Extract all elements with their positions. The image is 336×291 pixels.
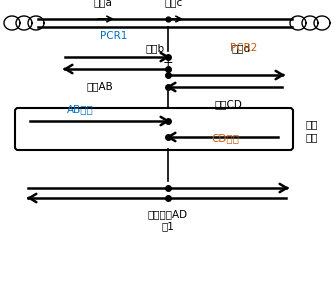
Text: 图1: 图1 — [162, 221, 174, 231]
FancyBboxPatch shape — [15, 108, 293, 150]
Text: CD下链: CD下链 — [211, 133, 239, 143]
Text: 重叠: 重叠 — [305, 119, 318, 129]
Text: PCR2: PCR2 — [230, 43, 257, 53]
Text: 延伸: 延伸 — [305, 132, 318, 142]
Text: 引物c: 引物c — [165, 0, 183, 7]
Text: 产物AB: 产物AB — [87, 81, 113, 91]
Text: 突变产物AD: 突变产物AD — [148, 209, 188, 219]
Text: 引物b: 引物b — [146, 43, 165, 53]
Text: AB上链: AB上链 — [67, 104, 93, 114]
Text: 引物d: 引物d — [232, 43, 251, 53]
Text: 产物CD: 产物CD — [214, 99, 242, 109]
Text: +: + — [163, 56, 173, 70]
Text: 引物a: 引物a — [93, 0, 113, 7]
Text: PCR1: PCR1 — [100, 31, 127, 41]
